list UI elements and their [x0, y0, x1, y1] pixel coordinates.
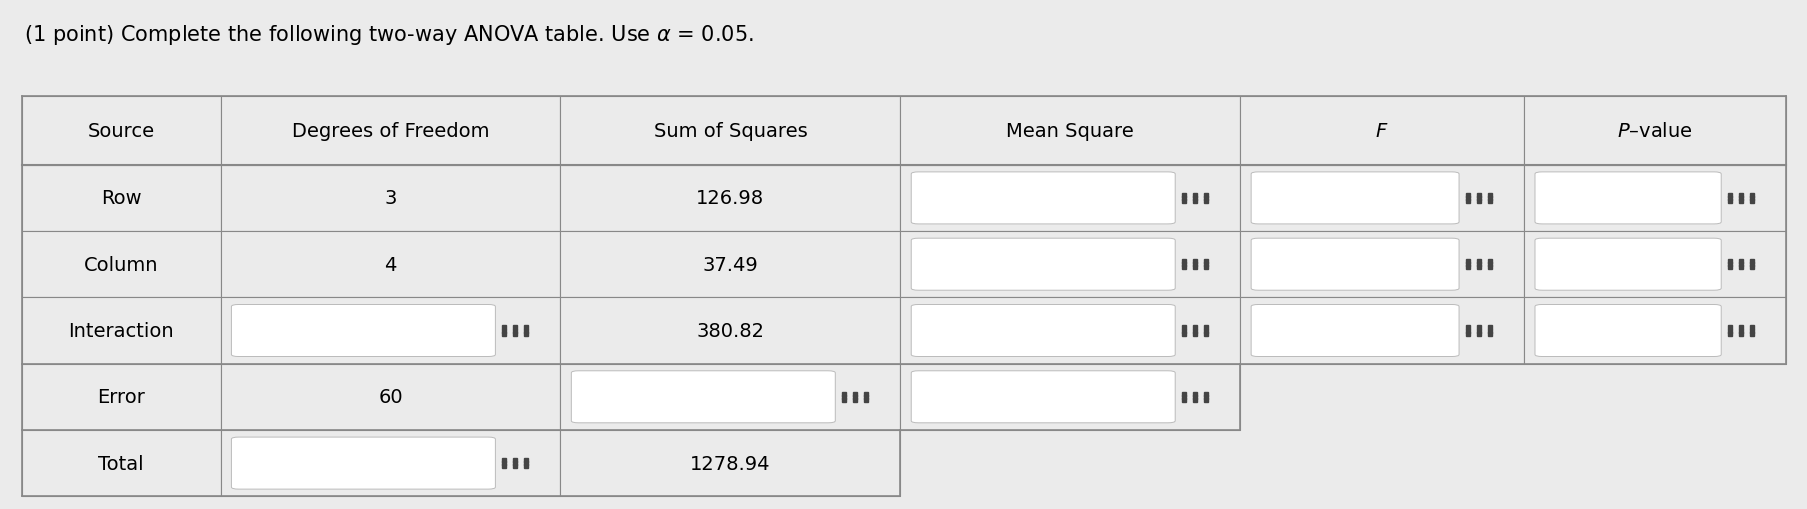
- FancyBboxPatch shape: [911, 173, 1175, 224]
- FancyBboxPatch shape: [1534, 305, 1720, 357]
- Bar: [22, 430, 220, 496]
- Text: 1278.94: 1278.94: [690, 454, 770, 473]
- Text: Mean Square: Mean Square: [1006, 122, 1133, 140]
- FancyBboxPatch shape: [911, 305, 1175, 357]
- Bar: [560, 430, 900, 496]
- Bar: [1523, 97, 1785, 165]
- Text: 37.49: 37.49: [703, 255, 757, 274]
- FancyBboxPatch shape: [231, 437, 495, 489]
- FancyBboxPatch shape: [911, 371, 1175, 423]
- Text: Degrees of Freedom: Degrees of Freedom: [291, 122, 490, 140]
- Bar: [220, 97, 560, 165]
- Bar: [560, 364, 900, 430]
- FancyBboxPatch shape: [571, 371, 835, 423]
- Text: $F$: $F$: [1375, 122, 1388, 140]
- Bar: [900, 298, 1240, 364]
- Bar: [1240, 97, 1523, 165]
- Bar: [220, 165, 560, 232]
- Text: 126.98: 126.98: [696, 189, 764, 208]
- Bar: [900, 165, 1240, 232]
- Bar: [560, 232, 900, 298]
- FancyBboxPatch shape: [1250, 305, 1458, 357]
- Text: Column: Column: [83, 255, 159, 274]
- Text: Error: Error: [98, 387, 145, 407]
- Text: 380.82: 380.82: [696, 321, 764, 341]
- Bar: [220, 364, 560, 430]
- Bar: [220, 298, 560, 364]
- Bar: [560, 298, 900, 364]
- Bar: [1240, 298, 1523, 364]
- FancyBboxPatch shape: [1534, 173, 1720, 224]
- Text: 4: 4: [385, 255, 396, 274]
- Bar: [22, 97, 220, 165]
- Bar: [22, 298, 220, 364]
- Text: 3: 3: [385, 189, 396, 208]
- FancyBboxPatch shape: [911, 239, 1175, 291]
- Bar: [220, 232, 560, 298]
- Bar: [220, 430, 560, 496]
- Text: Sum of Squares: Sum of Squares: [652, 122, 808, 140]
- Text: (1 point) Complete the following two-way ANOVA table. Use $\alpha$ = 0.05.: (1 point) Complete the following two-way…: [23, 23, 754, 47]
- Bar: [1523, 298, 1785, 364]
- Text: Source: Source: [87, 122, 155, 140]
- Bar: [22, 165, 220, 232]
- Bar: [900, 232, 1240, 298]
- Text: 60: 60: [378, 387, 403, 407]
- Text: Interaction: Interaction: [69, 321, 173, 341]
- Bar: [22, 232, 220, 298]
- Bar: [1523, 165, 1785, 232]
- FancyBboxPatch shape: [231, 305, 495, 357]
- Text: Row: Row: [101, 189, 141, 208]
- Bar: [1240, 165, 1523, 232]
- FancyBboxPatch shape: [1250, 173, 1458, 224]
- Bar: [560, 97, 900, 165]
- FancyBboxPatch shape: [1250, 239, 1458, 291]
- FancyBboxPatch shape: [1534, 239, 1720, 291]
- Bar: [560, 165, 900, 232]
- Bar: [22, 364, 220, 430]
- Bar: [1240, 232, 1523, 298]
- Bar: [900, 364, 1240, 430]
- Text: $P$–value: $P$–value: [1617, 122, 1691, 140]
- Bar: [1523, 232, 1785, 298]
- Bar: [900, 97, 1240, 165]
- Text: Total: Total: [98, 454, 145, 473]
